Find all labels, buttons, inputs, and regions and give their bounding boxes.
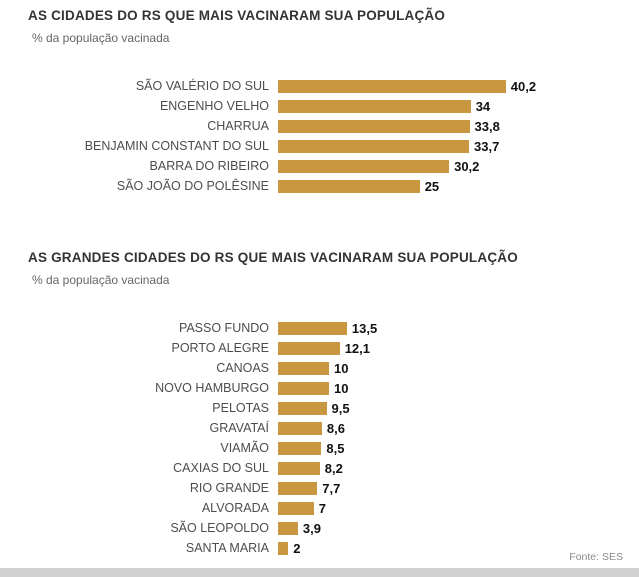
bar [278, 461, 320, 475]
category-label: SÃO VALÉRIO DO SUL [135, 79, 269, 93]
bar [278, 541, 289, 555]
bar [278, 79, 506, 93]
category-label: CHARRUA [207, 119, 269, 133]
category-label: PELOTAS [212, 401, 269, 415]
bar-rows: SÃO VALÉRIO DO SUL 40,2 ENGENHO VELHO 34 CHA… [28, 76, 639, 196]
bar [278, 441, 322, 455]
category-label: VIAMÃO [220, 441, 269, 455]
category-label: ALVORADA [201, 501, 269, 515]
value-label: 10 [334, 380, 349, 396]
horizontal-scrollbar[interactable] [0, 568, 639, 577]
chart-row: SANTA MARIA 2 [28, 538, 639, 558]
category-label: CAXIAS DO SUL [173, 461, 269, 475]
chart-row: RIO GRANDE 7,7 [28, 478, 639, 498]
bar [278, 179, 420, 193]
value-label: 34 [475, 98, 491, 114]
bar [278, 99, 471, 113]
value-label: 7 [318, 500, 326, 516]
bar [278, 421, 322, 435]
category-label: SÃO JOÃO DO POLÊSINE [116, 179, 269, 193]
category-label: PASSO FUNDO [178, 321, 269, 335]
bar-rows: PASSO FUNDO 13,5 PORTO ALEGRE 12,1 CANOAS 10 N… [28, 318, 639, 558]
value-label: 8,5 [326, 440, 345, 456]
value-label: 40,2 [510, 78, 537, 94]
category-label: CANOAS [216, 361, 269, 375]
bar [278, 341, 340, 355]
value-label: 30,2 [454, 158, 480, 174]
chart-row: ALVORADA 7 [28, 498, 639, 518]
value-label: 2 [293, 540, 301, 556]
category-label: NOVO HAMBURGO [155, 381, 269, 395]
category-label: SÃO LEOPOLDO [170, 521, 269, 535]
chart-row: VIAMÃO 8,5 [28, 438, 639, 458]
chart-row: SÃO JOÃO DO POLÊSINE 25 [28, 176, 639, 196]
category-label: BARRA DO RIBEIRO [149, 159, 269, 173]
bar [278, 481, 318, 495]
value-label: 3,9 [302, 520, 321, 536]
value-label: 8,6 [326, 420, 345, 436]
chart-row: NOVO HAMBURGO 10 [28, 378, 639, 398]
value-label: 8,2 [324, 460, 343, 476]
category-label: ENGENHO VELHO [159, 99, 269, 113]
value-label: 13,5 [351, 320, 378, 336]
bar [278, 321, 347, 335]
bar [278, 381, 329, 395]
scrollbar-thumb[interactable] [0, 568, 639, 577]
value-label: 33,7 [474, 138, 500, 154]
value-label: 33,8 [474, 118, 500, 134]
value-label: 9,5 [331, 400, 350, 416]
chart-row: SÃO LEOPOLDO 3,9 [28, 518, 639, 538]
bar [278, 139, 469, 153]
bar [278, 361, 329, 375]
category-label: SANTA MARIA [185, 541, 269, 555]
chart-large-cities: AS GRANDES CIDADES DO RS QUE MAIS VACINA… [28, 250, 639, 558]
bar [278, 401, 327, 415]
chart-row: PELOTAS 9,5 [28, 398, 639, 418]
chart-row: CHARRUA 33,8 [28, 116, 639, 136]
chart-row: PORTO ALEGRE 12,1 [28, 338, 639, 358]
chart-row: SÃO VALÉRIO DO SUL 40,2 [28, 76, 639, 96]
chart-row: ENGENHO VELHO 34 [28, 96, 639, 116]
category-label: RIO GRANDE [189, 481, 269, 495]
chart-row: PASSO FUNDO 13,5 [28, 318, 639, 338]
category-label: BENJAMIN CONSTANT DO SUL [84, 139, 269, 153]
chart-row: BENJAMIN CONSTANT DO SUL 33,7 [28, 136, 639, 156]
bar [278, 521, 298, 535]
category-label: GRAVATAÍ [209, 421, 270, 435]
bar [278, 501, 314, 515]
bar [278, 159, 450, 173]
chart-row: CANOAS 10 [28, 358, 639, 378]
source-credit: Fonte: SES [569, 551, 623, 563]
chart-row: GRAVATAÍ 8,6 [28, 418, 639, 438]
chart-subtitle: % da população vacinada [32, 273, 170, 287]
chart-title: AS CIDADES DO RS QUE MAIS VACINARAM SUA … [28, 8, 446, 23]
chart-row: BARRA DO RIBEIRO 30,2 [28, 156, 639, 176]
value-label: 7,7 [322, 480, 341, 496]
category-label: PORTO ALEGRE [171, 341, 270, 355]
chart-row: CAXIAS DO SUL 8,2 [28, 458, 639, 478]
chart-small-cities: AS CIDADES DO RS QUE MAIS VACINARAM SUA … [28, 0, 639, 196]
value-label: 12,1 [344, 340, 370, 356]
value-label: 25 [424, 178, 440, 194]
bar [278, 119, 470, 133]
chart-subtitle: % da população vacinada [32, 31, 170, 45]
chart-title: AS GRANDES CIDADES DO RS QUE MAIS VACINA… [28, 250, 518, 265]
value-label: 10 [334, 360, 349, 376]
